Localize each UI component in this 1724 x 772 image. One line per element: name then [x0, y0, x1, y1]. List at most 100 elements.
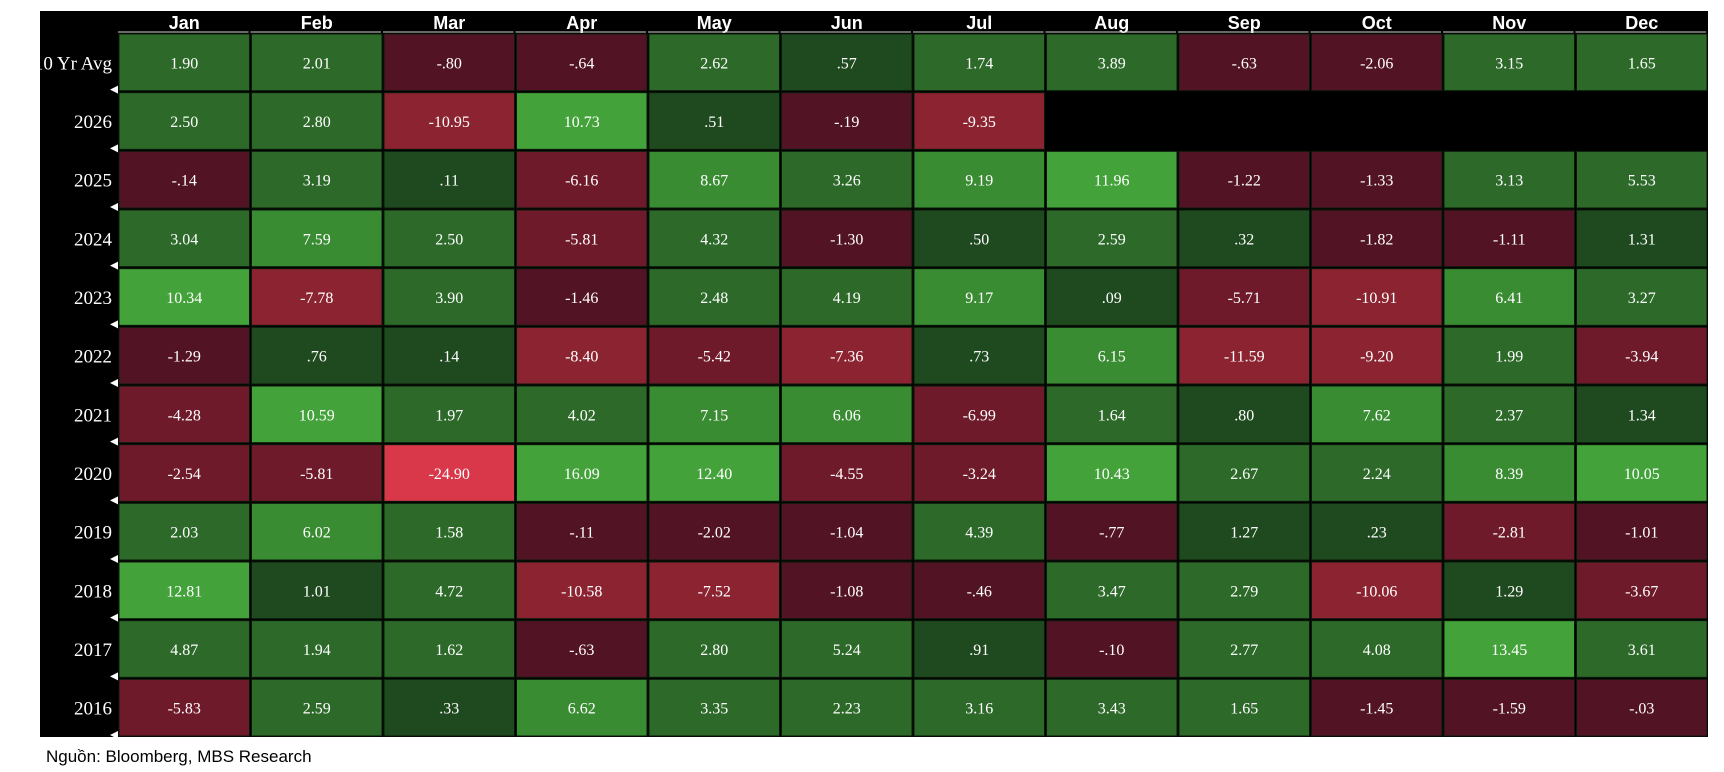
- cell-value: 10.73: [564, 114, 600, 131]
- heatmap-cell: [1443, 326, 1575, 385]
- heatmap-cell: [1576, 444, 1708, 502]
- heatmap-cell: [516, 268, 648, 326]
- heatmap-cell: [781, 444, 913, 502]
- cell-value: -10.06: [1356, 583, 1397, 600]
- cell-value: 8.39: [1495, 466, 1523, 483]
- heatmap-cell: [118, 150, 250, 209]
- heatmap-cell: [1311, 33, 1443, 92]
- heatmap-cell: [648, 268, 780, 326]
- cell-value: -.63: [569, 642, 594, 659]
- cell-value: -11.59: [1224, 349, 1265, 366]
- month-header-sep: Sep: [1228, 13, 1261, 33]
- cell-value: 2.59: [1098, 231, 1126, 248]
- heatmap-cell: [1046, 678, 1178, 737]
- heatmap-cell: [1443, 678, 1575, 737]
- heatmap-cell: [781, 561, 913, 620]
- row-marker-icon: [110, 555, 118, 563]
- row-label: 2018: [74, 581, 112, 602]
- heatmap-cell: [1178, 620, 1310, 678]
- heatmap-cell: [1178, 385, 1310, 444]
- cell-value: -6.16: [565, 173, 598, 190]
- cell-value: 8.67: [700, 173, 728, 190]
- cell-value: 2.62: [700, 55, 728, 72]
- cell-value: -5.81: [300, 466, 333, 483]
- cell-value: .50: [969, 231, 989, 248]
- cell-value: -.63: [1232, 55, 1257, 72]
- heatmap-cell: [1311, 385, 1443, 444]
- cell-value: -10.95: [429, 114, 470, 131]
- heatmap-cell: [1576, 385, 1708, 444]
- heatmap-cell: [648, 209, 780, 268]
- cell-value: .23: [1367, 525, 1387, 542]
- cell-value: 2.23: [833, 701, 861, 718]
- heatmap-cell: [383, 150, 515, 209]
- heatmap-cell: [383, 33, 515, 92]
- heatmap-cell: [781, 620, 913, 678]
- cell-value: 1.90: [170, 55, 198, 72]
- heatmap-cell: [1576, 326, 1708, 385]
- heatmap-cell: [913, 33, 1045, 92]
- cell-value: -1.11: [1493, 231, 1526, 248]
- cell-value: .11: [440, 173, 459, 190]
- cell-value: 6.41: [1495, 290, 1523, 307]
- heatmap-cell: [781, 268, 913, 326]
- cell-value: -5.81: [565, 231, 598, 248]
- cell-value: 2.50: [435, 231, 463, 248]
- heatmap-cell: [1443, 268, 1575, 326]
- heatmap-cell: [648, 33, 780, 92]
- month-header-apr: Apr: [566, 13, 597, 33]
- row-marker-icon: [110, 731, 118, 737]
- cell-value: -4.28: [168, 407, 201, 424]
- heatmap-cell: [648, 326, 780, 385]
- row-label: 2016: [74, 699, 112, 720]
- cell-value: -9.35: [963, 114, 996, 131]
- cell-value: 7.15: [700, 407, 728, 424]
- cell-value: -7.36: [830, 349, 863, 366]
- row-label: 2017: [74, 640, 112, 661]
- cell-value: -7.52: [698, 583, 731, 600]
- heatmap-cell: [251, 385, 383, 444]
- cell-value: 4.32: [700, 231, 728, 248]
- heatmap-cell: [913, 385, 1045, 444]
- heatmap-cell: [781, 209, 913, 268]
- heatmap-cell: [1046, 150, 1178, 209]
- heatmap-cell: [1046, 444, 1178, 502]
- cell-value: 1.62: [435, 642, 463, 659]
- heatmap-cell: [1576, 561, 1708, 620]
- cell-value: -1.04: [830, 525, 863, 542]
- heatmap-cell: [251, 92, 383, 150]
- heatmap-cell: [516, 620, 648, 678]
- heatmap-cell: [1311, 502, 1443, 561]
- cell-value: -10.91: [1356, 290, 1397, 307]
- row-label: 2022: [74, 347, 112, 368]
- heatmap-cell: [781, 502, 913, 561]
- month-header-jun: Jun: [831, 13, 863, 33]
- heatmap-cell: [1178, 561, 1310, 620]
- heatmap-cell: [118, 92, 250, 150]
- heatmap-cell: [1178, 444, 1310, 502]
- heatmap-cell: [781, 33, 913, 92]
- row-marker-icon: [110, 261, 118, 270]
- heatmap-cell: [781, 92, 913, 150]
- heatmap-cell: [1311, 561, 1443, 620]
- cell-value: 2.80: [303, 114, 331, 131]
- heatmap-cell: [648, 150, 780, 209]
- cell-value: -1.29: [168, 349, 201, 366]
- cell-value: 2.67: [1230, 466, 1258, 483]
- heatmap-cell: [1311, 444, 1443, 502]
- heatmap-cell: [1311, 268, 1443, 326]
- heatmap-cell: [383, 209, 515, 268]
- cell-value: 10.43: [1094, 466, 1130, 483]
- heatmap-cell: [913, 326, 1045, 385]
- cell-value: 1.64: [1098, 407, 1126, 424]
- row-label: 2021: [74, 405, 112, 426]
- cell-value: 10.05: [1624, 466, 1660, 483]
- heatmap-cell: [1443, 33, 1575, 92]
- heatmap-cell: [913, 268, 1045, 326]
- heatmap-cell: [1311, 326, 1443, 385]
- heatmap-cell: [118, 502, 250, 561]
- heatmap-cell: [251, 150, 383, 209]
- month-header-nov: Nov: [1492, 13, 1526, 33]
- heatmap-cell: [1443, 620, 1575, 678]
- row-marker-icon: [110, 85, 118, 94]
